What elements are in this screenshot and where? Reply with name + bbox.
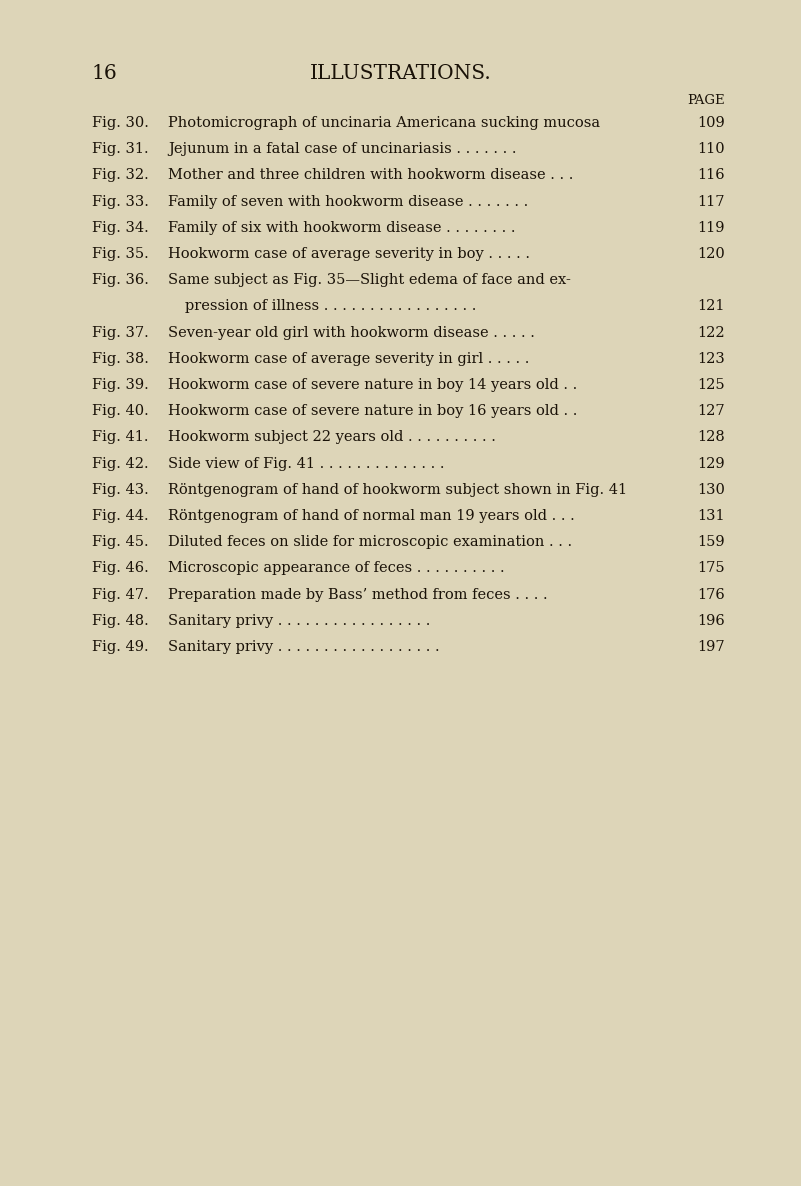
Text: Fig. 33.: Fig. 33. (92, 195, 149, 209)
Text: 109: 109 (697, 116, 725, 130)
Text: 120: 120 (697, 247, 725, 261)
Text: Fig. 42.: Fig. 42. (92, 457, 149, 471)
Text: 122: 122 (698, 326, 725, 339)
Text: Fig. 37.: Fig. 37. (92, 326, 149, 339)
Text: Fig. 34.: Fig. 34. (92, 221, 149, 235)
Text: Family of six with hookworm disease . . . . . . . .: Family of six with hookworm disease . . … (168, 221, 516, 235)
Text: Sanitary privy . . . . . . . . . . . . . . . . .: Sanitary privy . . . . . . . . . . . . .… (168, 614, 430, 627)
Text: 197: 197 (698, 640, 725, 653)
Text: Jejunum in a fatal case of uncinariasis . . . . . . .: Jejunum in a fatal case of uncinariasis … (168, 142, 517, 157)
Text: Fig. 48.: Fig. 48. (92, 614, 149, 627)
Text: Fig. 44.: Fig. 44. (92, 509, 149, 523)
Text: Röntgenogram of hand of hookworm subject shown in Fig. 41: Röntgenogram of hand of hookworm subject… (168, 483, 627, 497)
Text: 196: 196 (697, 614, 725, 627)
Text: 130: 130 (697, 483, 725, 497)
Text: Fig. 47.: Fig. 47. (92, 587, 149, 601)
Text: Fig. 39.: Fig. 39. (92, 378, 149, 393)
Text: Same subject as Fig. 35—Slight edema of face and ex-: Same subject as Fig. 35—Slight edema of … (168, 273, 571, 287)
Text: PAGE: PAGE (687, 94, 725, 107)
Text: Röntgenogram of hand of normal man 19 years old . . .: Röntgenogram of hand of normal man 19 ye… (168, 509, 575, 523)
Text: Seven-year old girl with hookworm disease . . . . .: Seven-year old girl with hookworm diseas… (168, 326, 535, 339)
Text: Hookworm subject 22 years old . . . . . . . . . .: Hookworm subject 22 years old . . . . . … (168, 431, 496, 445)
Text: Side view of Fig. 41 . . . . . . . . . . . . . .: Side view of Fig. 41 . . . . . . . . . .… (168, 457, 445, 471)
Text: Preparation made by Bass’ method from feces . . . .: Preparation made by Bass’ method from fe… (168, 587, 548, 601)
Text: Fig. 45.: Fig. 45. (92, 535, 149, 549)
Text: 119: 119 (698, 221, 725, 235)
Text: 110: 110 (698, 142, 725, 157)
Text: 128: 128 (697, 431, 725, 445)
Text: ILLUSTRATIONS.: ILLUSTRATIONS. (310, 64, 491, 83)
Text: Photomicrograph of uncinaria Americana sucking mucosa: Photomicrograph of uncinaria Americana s… (168, 116, 600, 130)
Text: Fig. 30.: Fig. 30. (92, 116, 149, 130)
Text: Hookworm case of average severity in girl . . . . .: Hookworm case of average severity in gir… (168, 352, 529, 365)
Text: Fig. 38.: Fig. 38. (92, 352, 149, 365)
Text: Fig. 43.: Fig. 43. (92, 483, 149, 497)
Text: 175: 175 (698, 561, 725, 575)
Text: 176: 176 (697, 587, 725, 601)
Text: 131: 131 (698, 509, 725, 523)
Text: Fig. 41.: Fig. 41. (92, 431, 148, 445)
Text: pression of illness . . . . . . . . . . . . . . . . .: pression of illness . . . . . . . . . . … (185, 299, 477, 313)
Text: Hookworm case of severe nature in boy 16 years old . .: Hookworm case of severe nature in boy 16… (168, 404, 578, 419)
Text: Diluted feces on slide for microscopic examination . . .: Diluted feces on slide for microscopic e… (168, 535, 572, 549)
Text: Mother and three children with hookworm disease . . .: Mother and three children with hookworm … (168, 168, 574, 183)
Text: 16: 16 (92, 64, 118, 83)
Text: Fig. 40.: Fig. 40. (92, 404, 149, 419)
Text: 121: 121 (698, 299, 725, 313)
Text: 125: 125 (698, 378, 725, 393)
Text: Sanitary privy . . . . . . . . . . . . . . . . . .: Sanitary privy . . . . . . . . . . . . .… (168, 640, 440, 653)
Text: Fig. 35.: Fig. 35. (92, 247, 149, 261)
Text: Family of seven with hookworm disease . . . . . . .: Family of seven with hookworm disease . … (168, 195, 528, 209)
Text: Hookworm case of severe nature in boy 14 years old . .: Hookworm case of severe nature in boy 14… (168, 378, 578, 393)
Text: Fig. 36.: Fig. 36. (92, 273, 149, 287)
Text: 116: 116 (698, 168, 725, 183)
Text: Microscopic appearance of feces . . . . . . . . . .: Microscopic appearance of feces . . . . … (168, 561, 505, 575)
Text: Fig. 49.: Fig. 49. (92, 640, 149, 653)
Text: 159: 159 (698, 535, 725, 549)
Text: 117: 117 (698, 195, 725, 209)
Text: Fig. 32.: Fig. 32. (92, 168, 149, 183)
Text: 123: 123 (697, 352, 725, 365)
Text: Hookworm case of average severity in boy . . . . .: Hookworm case of average severity in boy… (168, 247, 530, 261)
Text: 129: 129 (698, 457, 725, 471)
Text: 127: 127 (698, 404, 725, 419)
Text: Fig. 46.: Fig. 46. (92, 561, 149, 575)
Text: Fig. 31.: Fig. 31. (92, 142, 149, 157)
